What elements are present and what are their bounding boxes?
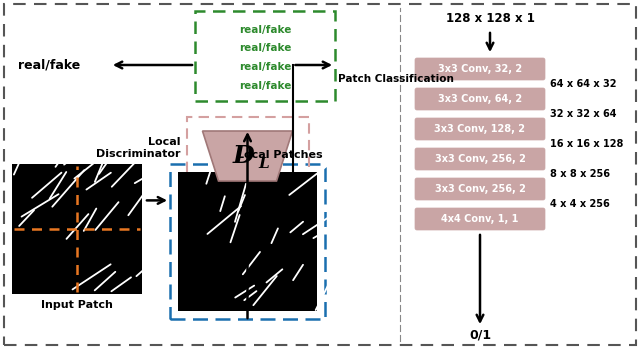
Text: real/fake: real/fake: [239, 62, 291, 72]
Text: real/fake: real/fake: [239, 44, 291, 53]
Bar: [170, 164, 325, 319]
Bar: [178, 172, 317, 311]
Text: D: D: [233, 144, 254, 168]
Text: 16 x 16 x 128: 16 x 16 x 128: [550, 139, 623, 149]
Text: 64 x 64 x 32: 64 x 64 x 32: [550, 79, 616, 89]
Text: 128 x 128 x 1: 128 x 128 x 1: [445, 12, 534, 25]
FancyBboxPatch shape: [415, 208, 545, 230]
Text: 0/1: 0/1: [469, 328, 491, 342]
Text: Patch Classification: Patch Classification: [338, 74, 454, 83]
Text: real/fake: real/fake: [239, 81, 291, 91]
FancyBboxPatch shape: [415, 148, 545, 170]
FancyBboxPatch shape: [415, 118, 545, 140]
Bar: [186, 117, 308, 195]
FancyBboxPatch shape: [415, 178, 545, 200]
Text: 3x3 Conv, 64, 2: 3x3 Conv, 64, 2: [438, 94, 522, 104]
Text: real/fake: real/fake: [18, 59, 80, 72]
Text: 3x3 Conv, 128, 2: 3x3 Conv, 128, 2: [435, 124, 525, 134]
Text: L: L: [258, 157, 269, 171]
Text: 32 x 32 x 64: 32 x 32 x 64: [550, 109, 616, 119]
Text: 8 x 8 x 256: 8 x 8 x 256: [550, 169, 610, 179]
Text: 3x3 Conv, 256, 2: 3x3 Conv, 256, 2: [435, 154, 525, 164]
Bar: [195, 11, 335, 101]
Text: 3x3 Conv, 32, 2: 3x3 Conv, 32, 2: [438, 64, 522, 74]
Text: Local Patches: Local Patches: [237, 150, 323, 160]
Text: Local
Discriminator: Local Discriminator: [96, 137, 180, 159]
Text: real/fake: real/fake: [239, 25, 291, 35]
Text: Input Patch: Input Patch: [41, 300, 113, 310]
FancyBboxPatch shape: [415, 88, 545, 110]
Polygon shape: [202, 131, 292, 181]
Text: 3x3 Conv, 256, 2: 3x3 Conv, 256, 2: [435, 184, 525, 194]
Text: 4 x 4 x 256: 4 x 4 x 256: [550, 199, 610, 209]
Bar: [12, 164, 142, 294]
FancyBboxPatch shape: [415, 58, 545, 80]
Text: 4x4 Conv, 1, 1: 4x4 Conv, 1, 1: [442, 214, 518, 224]
